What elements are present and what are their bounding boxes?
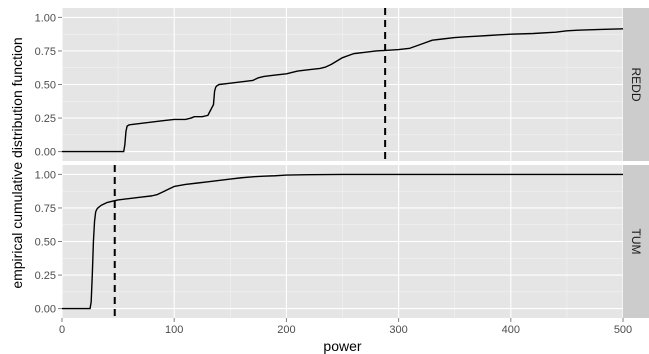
facet-strip bbox=[623, 8, 649, 161]
x-tick-label: 300 bbox=[389, 324, 407, 336]
facet-label: REDD bbox=[629, 67, 643, 101]
y-tick-label: 0.00 bbox=[35, 147, 56, 159]
y-tick-label: 0.50 bbox=[35, 237, 56, 249]
y-tick-label: 0.25 bbox=[35, 270, 56, 282]
y-tick-label: 0.75 bbox=[35, 46, 56, 58]
x-axis-title: power bbox=[323, 338, 361, 354]
x-tick-label: 200 bbox=[277, 324, 295, 336]
x-tick-label: 400 bbox=[502, 324, 520, 336]
y-tick-label: 0.50 bbox=[35, 80, 56, 92]
ecdf-line-tum bbox=[62, 173, 623, 310]
y-tick-label: 0.25 bbox=[35, 113, 56, 125]
x-tick-label: 100 bbox=[165, 324, 183, 336]
y-tick-label: 1.00 bbox=[35, 12, 56, 24]
y-axis-title: empirical cumulative distribution functi… bbox=[9, 37, 25, 288]
ecdf-line-redd bbox=[62, 28, 624, 153]
y-tick-label: 1.00 bbox=[35, 169, 56, 181]
x-tick-label: 0 bbox=[59, 324, 65, 336]
facet-panel-tum: 0.00 0.25 0.50 0.75 1.00 TUM bbox=[35, 165, 649, 318]
facet-strip bbox=[623, 165, 649, 318]
y-tick-label: 0.00 bbox=[35, 304, 56, 316]
y-tick-label: 0.75 bbox=[35, 203, 56, 215]
x-tick-label: 500 bbox=[614, 324, 632, 336]
facet-panel-redd: 0.00 0.25 0.50 0.75 1.00 REDD bbox=[35, 8, 649, 161]
facet-label: TUM bbox=[629, 229, 643, 255]
